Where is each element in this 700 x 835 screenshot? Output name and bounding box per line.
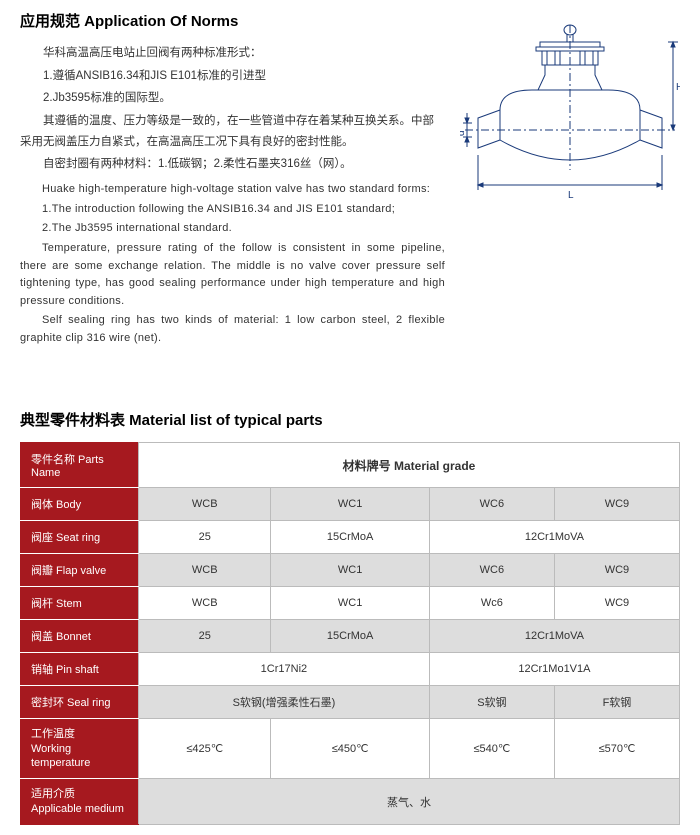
- row-bonnet: 阀盖 Bonnet 25 15CrMoA 12Cr1MoVA: [21, 620, 680, 653]
- header-material-grade: 材料牌号 Material grade: [139, 443, 680, 488]
- label-working-temp: 工作温度 Working temperature: [21, 719, 139, 779]
- label-working-temp-cn: 工作温度: [31, 728, 75, 740]
- cn-para-4: 其遵循的温度、压力等级是一致的，在一些管道中存在着某种互换关系。中部采用无阀盖压…: [20, 111, 445, 152]
- flap-c3: WC6: [429, 554, 554, 587]
- flap-c1: WCB: [139, 554, 271, 587]
- label-body: 阀体 Body: [21, 488, 139, 521]
- cn-para-2: 1.遵循ANSIB16.34和JIS E101标准的引进型: [20, 66, 445, 87]
- en-para-1: Huake high-temperature high-voltage stat…: [20, 181, 445, 199]
- en-para-4: Temperature, pressure rating of the foll…: [20, 240, 445, 310]
- stem-c4: WC9: [554, 587, 679, 620]
- row-medium: 适用介质 Applicable medium 蒸气、水: [21, 779, 680, 825]
- label-seat-ring: 阀座 Seat ring: [21, 521, 139, 554]
- temp-c4: ≤570℃: [554, 719, 679, 779]
- en-para-3: 2.The Jb3595 international standard.: [20, 220, 445, 238]
- table-header-row: 零件名称 Parts Name 材料牌号 Material grade: [21, 443, 680, 488]
- body-c1: WCB: [139, 488, 271, 521]
- medium-full: 蒸气、水: [139, 779, 680, 825]
- cn-para-5: 自密封圈有两种材料：1.低碳钢；2.柔性石墨夹316丝（网）。: [20, 154, 445, 175]
- temp-c3: ≤540℃: [429, 719, 554, 779]
- row-stem: 阀杆 Stem WCB WC1 Wc6 WC9: [21, 587, 680, 620]
- dim-L: L: [568, 190, 574, 201]
- seat-c34: 12Cr1MoVA: [429, 521, 679, 554]
- temp-c1: ≤425℃: [139, 719, 271, 779]
- row-flap-valve: 阀瓣 Flap valve WCB WC1 WC6 WC9: [21, 554, 680, 587]
- row-pin-shaft: 销轴 Pin shaft 1Cr17Ni2 12Cr1Mo1V1A: [21, 653, 680, 686]
- cn-para-3: 2.Jb3595标准的国际型。: [20, 88, 445, 109]
- pin-c34: 12Cr1Mo1V1A: [429, 653, 679, 686]
- dim-H: H: [676, 82, 680, 93]
- label-medium: 适用介质 Applicable medium: [21, 779, 139, 825]
- header-parts-name: 零件名称 Parts Name: [21, 443, 139, 488]
- bonnet-c2: 15CrMoA: [271, 620, 429, 653]
- material-list-heading: 典型零件材料表 Material list of typical parts: [20, 409, 680, 430]
- row-seat-ring: 阀座 Seat ring 25 15CrMoA 12Cr1MoVA: [21, 521, 680, 554]
- material-table: 零件名称 Parts Name 材料牌号 Material grade 阀体 B…: [20, 442, 680, 824]
- label-working-temp-en: Working temperature: [31, 743, 90, 769]
- bonnet-c34: 12Cr1MoVA: [429, 620, 679, 653]
- flap-c2: WC1: [271, 554, 429, 587]
- valve-diagram: H L d: [460, 10, 680, 349]
- label-medium-cn: 适用介质: [31, 788, 75, 800]
- valve-diagram-svg: H L d: [460, 20, 680, 210]
- row-body: 阀体 Body WCB WC1 WC6 WC9: [21, 488, 680, 521]
- row-seal-ring: 密封环 Seal ring S软钢(增强柔性石墨) S软钢 F软钢: [21, 686, 680, 719]
- label-medium-en: Applicable medium: [31, 803, 124, 815]
- flap-c4: WC9: [554, 554, 679, 587]
- label-bonnet: 阀盖 Bonnet: [21, 620, 139, 653]
- body-c2: WC1: [271, 488, 429, 521]
- norms-text-column: 应用规范 Application Of Norms 华科高温高压电站止回阀有两种…: [20, 10, 445, 349]
- pin-c12: 1Cr17Ni2: [139, 653, 430, 686]
- seal-c3: S软钢: [429, 686, 554, 719]
- label-flap-valve: 阀瓣 Flap valve: [21, 554, 139, 587]
- seal-c12: S软钢(增强柔性石墨): [139, 686, 430, 719]
- label-stem: 阀杆 Stem: [21, 587, 139, 620]
- seal-c4: F软钢: [554, 686, 679, 719]
- application-of-norms-heading: 应用规范 Application Of Norms: [20, 10, 445, 31]
- top-section: 应用规范 Application Of Norms 华科高温高压电站止回阀有两种…: [20, 10, 680, 349]
- bonnet-c1: 25: [139, 620, 271, 653]
- label-pin-shaft: 销轴 Pin shaft: [21, 653, 139, 686]
- row-working-temp: 工作温度 Working temperature ≤425℃ ≤450℃ ≤54…: [21, 719, 680, 779]
- label-seal-ring: 密封环 Seal ring: [21, 686, 139, 719]
- en-para-2: 1.The introduction following the ANSIB16…: [20, 201, 445, 219]
- stem-c3: Wc6: [429, 587, 554, 620]
- body-c4: WC9: [554, 488, 679, 521]
- english-block: Huake high-temperature high-voltage stat…: [20, 181, 445, 347]
- en-para-5: Self sealing ring has two kinds of mater…: [20, 312, 445, 347]
- dim-d: d: [460, 130, 467, 136]
- stem-c1: WCB: [139, 587, 271, 620]
- temp-c2: ≤450℃: [271, 719, 429, 779]
- cn-para-1: 华科高温高压电站止回阀有两种标准形式：: [20, 43, 445, 64]
- body-c3: WC6: [429, 488, 554, 521]
- seat-c1: 25: [139, 521, 271, 554]
- seat-c2: 15CrMoA: [271, 521, 429, 554]
- stem-c2: WC1: [271, 587, 429, 620]
